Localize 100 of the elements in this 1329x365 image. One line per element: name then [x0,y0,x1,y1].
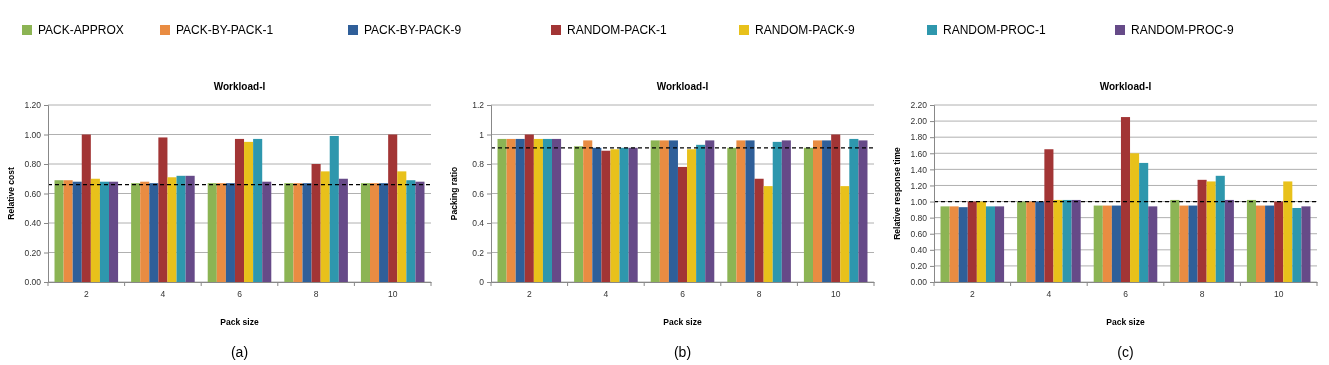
bar [320,171,330,282]
y-tick-label: 1.40 [910,164,928,175]
bar [1170,199,1180,282]
bar [583,140,593,282]
y-tick-label: 0.60 [24,188,42,199]
bar [234,138,245,282]
bar [1102,205,1112,282]
bar [1197,179,1207,282]
bar [552,138,562,282]
bar [515,138,525,282]
bar [840,186,850,282]
bar [601,150,611,282]
bar [858,140,868,282]
x-tick-label: 4 [160,289,166,300]
bar [207,183,217,282]
bar [293,183,303,282]
y-tick-label: 2.20 [910,100,928,111]
bar [659,140,669,282]
bar [831,134,841,282]
y-tick-label: 2.00 [910,116,928,127]
y-tick-label: 1.2 [472,100,485,111]
bar [781,140,791,282]
bar [822,140,832,282]
bar [311,164,321,282]
bar [379,183,389,282]
bar [1224,199,1234,282]
bar [1255,205,1266,282]
y-tick-label: 0.80 [910,212,928,223]
bar [216,183,226,282]
bar [524,134,534,282]
bar [149,183,159,282]
y-tick-label: 0.8 [472,159,485,170]
bar [745,140,755,282]
bar [940,206,950,282]
x-tick-label: 8 [756,289,762,300]
bar [592,147,602,282]
bar [262,181,272,282]
bar [415,181,425,282]
y-axis-title: Relative cost [6,167,16,220]
bar [81,134,91,282]
bar [1044,149,1054,282]
x-tick-label: 6 [237,289,243,300]
bar [1292,207,1302,282]
bar [1179,205,1189,282]
bar [185,175,195,282]
x-tick-label: 8 [1199,289,1205,300]
y-tick-label: 1.00 [910,196,928,207]
x-tick-label: 10 [1273,289,1284,300]
legend-label: PACK-APPROX [38,23,124,37]
y-tick-label: 1.20 [24,100,42,111]
bar [1026,201,1036,282]
y-tick-label: 0.4 [472,218,485,229]
y-tick-label: 1 [479,129,485,140]
bar [90,178,100,282]
bar [244,141,254,282]
bar [619,147,629,282]
bar [109,181,119,282]
bar [397,171,407,282]
x-tick-label: 6 [1123,289,1129,300]
bar [727,147,737,282]
bar [284,183,294,282]
bar [302,183,312,282]
y-tick-label: 1.00 [24,129,42,140]
bar [72,181,82,282]
bar [406,180,416,282]
y-tick-label: 0.40 [910,245,928,256]
bar [754,178,764,282]
bar [497,138,507,282]
bar [736,140,746,282]
x-tick-label: 6 [680,289,686,300]
legend-label: RANDOM-PACK-1 [567,23,668,37]
bar [705,140,715,282]
bar [1188,205,1198,282]
bar [176,175,186,282]
y-tick-label: 0.00 [24,277,42,288]
bar [533,138,543,282]
bar [1274,201,1284,282]
legend-label: PACK-BY-PACK-9 [364,23,462,37]
chart-title: Workload-I [656,81,709,92]
chart-title: Workload-I [1099,81,1152,92]
x-tick-label: 2 [83,289,89,300]
x-tick-label: 8 [313,289,319,300]
bar [958,207,968,282]
bar [849,138,859,282]
bar [158,137,168,282]
bar [1035,201,1045,282]
x-tick-label: 10 [830,289,841,300]
y-tick-label: 0.00 [910,277,928,288]
x-axis-title: Pack size [663,317,702,327]
x-tick-label: 4 [603,289,609,300]
bar [949,206,959,282]
x-axis-title: Pack size [1106,317,1145,327]
y-tick-label: 0.20 [910,261,928,272]
bar [574,146,584,282]
bar [995,206,1005,282]
bar [1120,117,1131,282]
y-tick-label: 1.20 [910,180,928,191]
text: (c) [1117,344,1134,360]
bar [167,177,177,282]
bar [1139,162,1149,282]
